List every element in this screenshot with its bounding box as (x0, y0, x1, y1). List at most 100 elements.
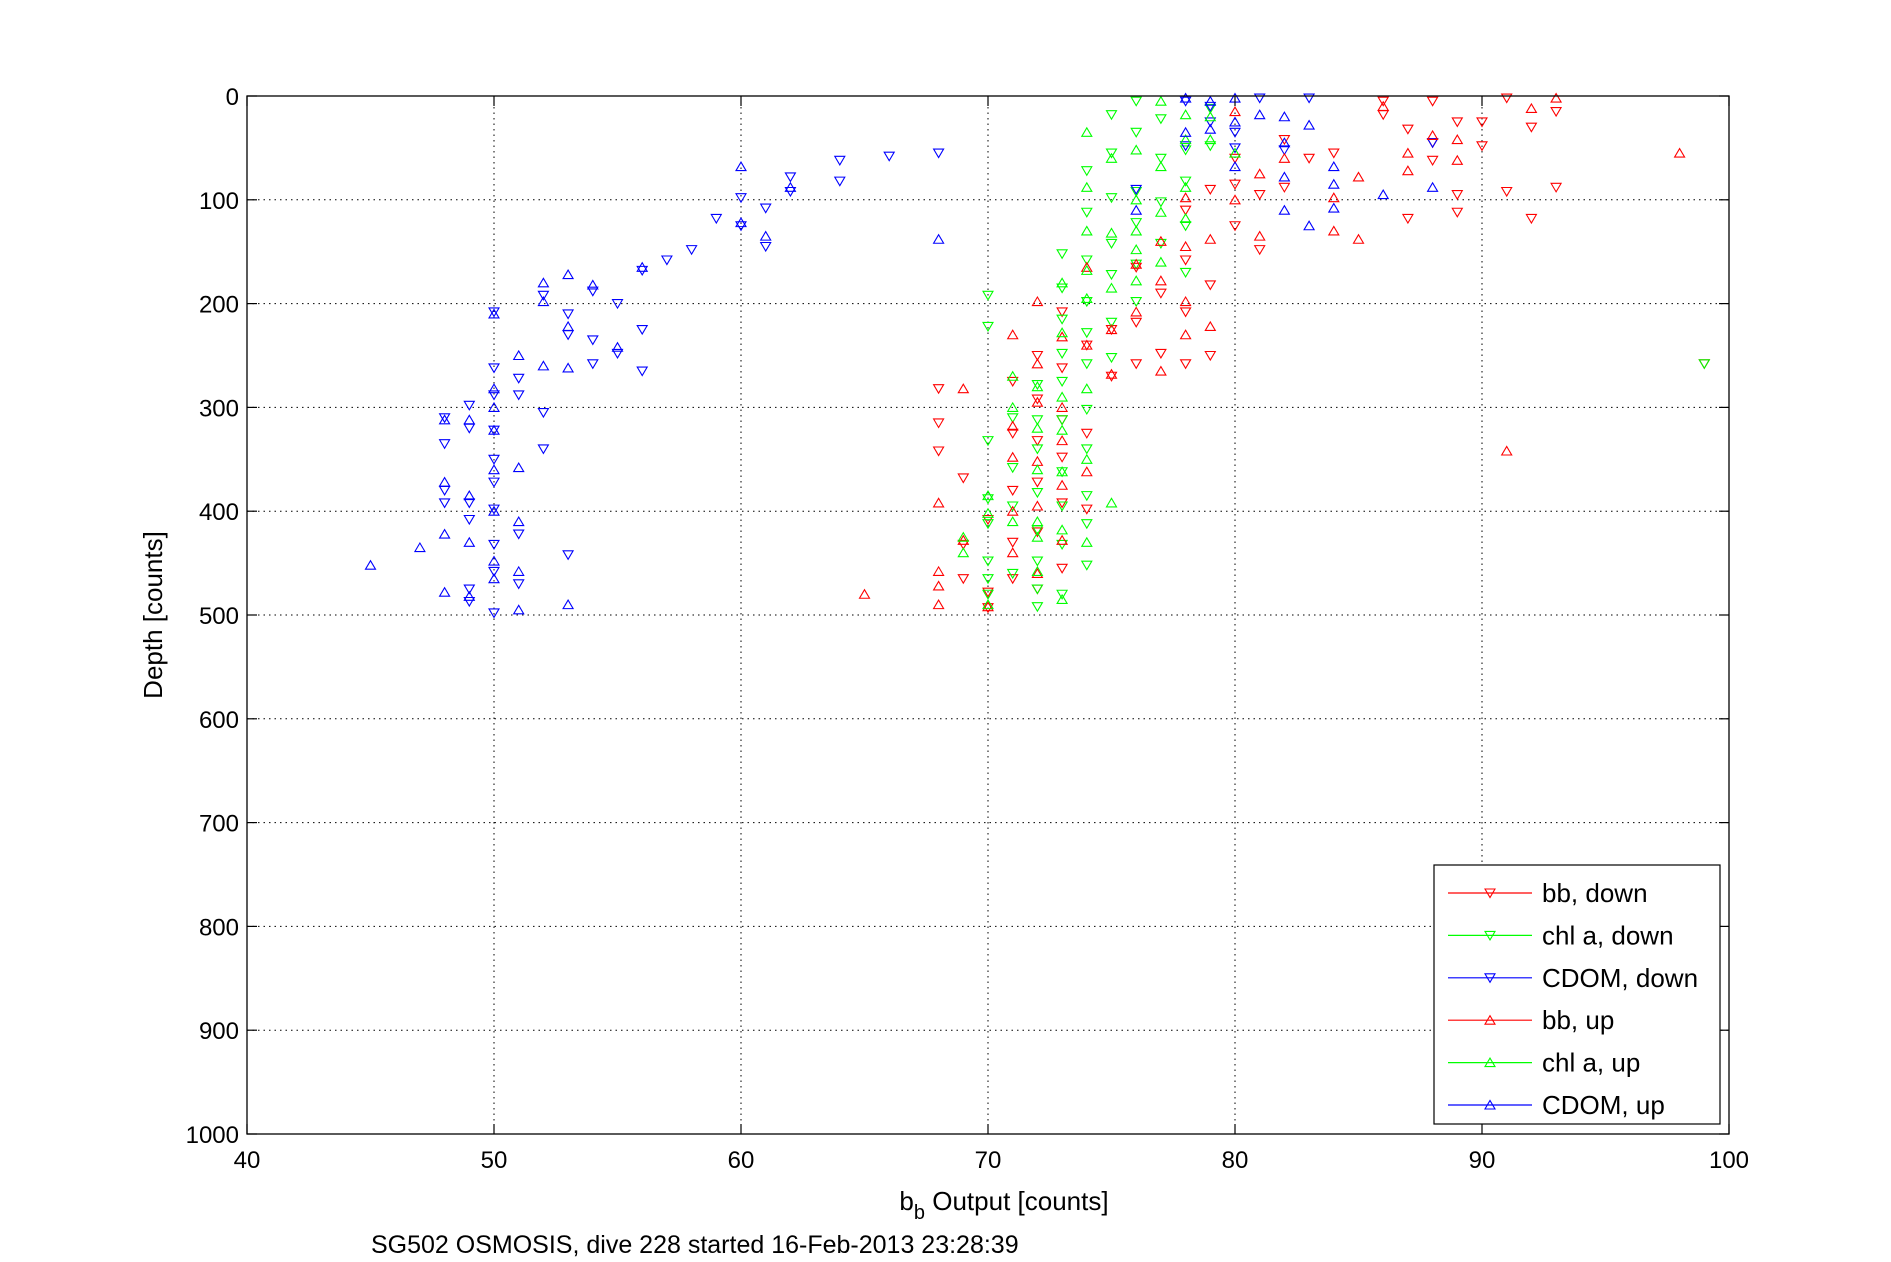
data-point (1525, 122, 1538, 133)
legend-label: chl a, down (1542, 920, 1674, 950)
data-point (488, 477, 500, 488)
data-point (1031, 381, 1044, 392)
data-point (1377, 96, 1390, 107)
data-point (1500, 445, 1513, 456)
legend-marker (1484, 973, 1496, 984)
data-point (1229, 147, 1241, 158)
data-point (1056, 424, 1069, 435)
data-point (1056, 415, 1069, 426)
x-axis-label-main: b (899, 1186, 913, 1216)
data-point (364, 559, 377, 570)
data-point (1056, 524, 1069, 535)
data-point (710, 213, 723, 225)
legend-label: chl a, up (1542, 1048, 1640, 1078)
data-point (982, 574, 994, 585)
x-axis-label-subscript: b (914, 1202, 925, 1224)
data-point (488, 504, 500, 515)
data-point (1080, 255, 1093, 266)
data-point (1031, 422, 1044, 433)
data-point (1080, 491, 1093, 502)
data-point (1031, 531, 1044, 542)
data-point (1006, 485, 1019, 497)
legend-marker (1484, 1099, 1496, 1110)
y-tick-label: 800 (199, 914, 239, 941)
data-point (438, 414, 451, 425)
data-point (1327, 192, 1340, 203)
data-point (957, 534, 970, 545)
data-point (1179, 145, 1192, 156)
data-point (488, 308, 500, 319)
data-point (488, 401, 500, 412)
data-point (1426, 155, 1439, 166)
data-point (1673, 147, 1686, 158)
data-point (735, 221, 747, 232)
data-point (1130, 144, 1143, 155)
data-point (1303, 220, 1316, 231)
data-point (586, 359, 599, 370)
data-point (1352, 233, 1365, 244)
data-point (1179, 141, 1192, 152)
x-tick-label: 90 (1469, 1147, 1496, 1174)
data-point (463, 584, 476, 595)
data-point (1056, 593, 1069, 604)
data-point (512, 565, 525, 576)
data-point (1500, 93, 1513, 104)
data-point (586, 279, 599, 290)
data-point (488, 307, 500, 318)
data-point (1105, 497, 1118, 508)
data-point (1401, 213, 1414, 225)
data-point (512, 390, 525, 401)
axis-ticks (246, 95, 1730, 1135)
data-point (488, 566, 500, 577)
data-point (1253, 93, 1266, 104)
data-point (1451, 190, 1464, 201)
data-point (1154, 235, 1167, 246)
data-point (1056, 501, 1069, 512)
data-point (1006, 547, 1019, 558)
data-point (1080, 126, 1093, 137)
data-point (858, 588, 871, 599)
data-point (562, 320, 575, 331)
legend-box (1433, 864, 1721, 1125)
data-point (1401, 124, 1414, 135)
data-point (932, 384, 945, 395)
data-point (1204, 134, 1217, 145)
data-point (1105, 368, 1118, 379)
data-point (1253, 109, 1266, 120)
data-point (1130, 184, 1143, 196)
data-point (1080, 519, 1093, 530)
data-point (957, 531, 970, 542)
data-point (1056, 391, 1069, 402)
data-point (562, 309, 575, 320)
data-point (1352, 171, 1365, 182)
data-point (1451, 154, 1464, 165)
y-tick-label: 1000 (186, 1122, 239, 1149)
data-point (1327, 148, 1340, 159)
data-point (932, 599, 945, 610)
data-point (735, 217, 747, 228)
x-tick-label: 60 (728, 1147, 755, 1174)
x-tick-labels: 40 50 60 70 80 90 100 (234, 1147, 1749, 1174)
data-point (1550, 182, 1563, 193)
data-point (488, 383, 500, 394)
data-point (982, 556, 994, 567)
y-axis-label: Depth [counts] (138, 531, 168, 699)
data-point (1476, 117, 1488, 128)
data-point (1031, 565, 1044, 576)
data-point (537, 295, 550, 307)
data-point (1006, 428, 1019, 439)
data-point (1229, 105, 1241, 117)
data-point (1377, 100, 1390, 111)
series-4 (957, 95, 1241, 610)
data-point (982, 507, 994, 518)
data-point (1031, 500, 1044, 511)
data-point (932, 446, 945, 457)
data-point (1253, 230, 1266, 241)
y-tick-label: 600 (199, 707, 239, 734)
y-tick-label: 900 (199, 1018, 239, 1045)
data-point (1130, 296, 1143, 308)
data-point (784, 181, 797, 192)
data-point (1105, 193, 1118, 204)
data-point (982, 601, 994, 612)
data-point (1105, 227, 1118, 238)
